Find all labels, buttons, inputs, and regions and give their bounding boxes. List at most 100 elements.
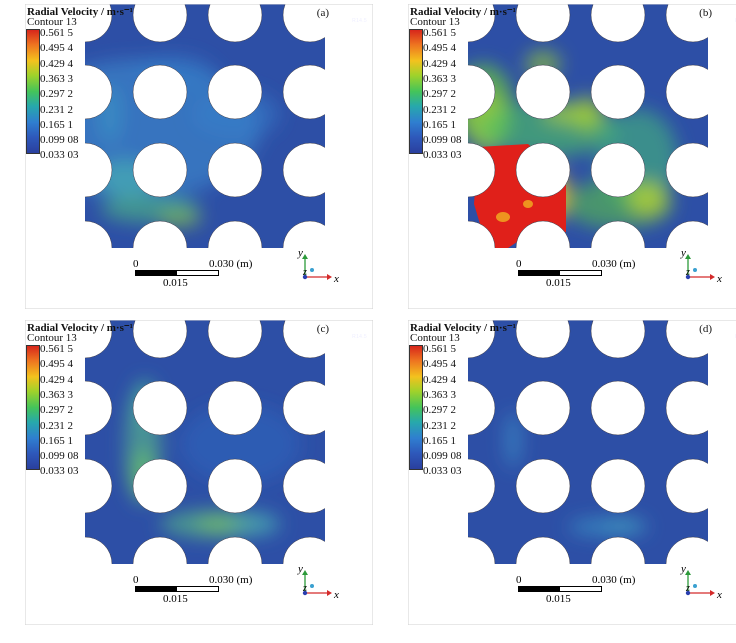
tube-circle <box>590 4 646 43</box>
tube-circle <box>132 4 188 43</box>
variable-label: Radial Velocity / m·s⁻¹ <box>410 322 516 334</box>
tube-circle <box>468 220 496 248</box>
contour-label: Contour 13 <box>410 16 460 28</box>
legend-tick-label: 0.099 08 <box>423 450 462 463</box>
tube-circle <box>132 380 188 436</box>
field-plot <box>25 320 373 625</box>
legend-tick-label: 0.165 1 <box>40 434 73 447</box>
legend-tick-label: 0.033 03 <box>40 465 79 478</box>
panel-label: (d) <box>699 323 712 335</box>
field-region <box>603 519 643 531</box>
tube-circle <box>515 320 571 359</box>
tube-circle <box>665 220 708 248</box>
legend-tick-label: 0.363 3 <box>423 72 456 85</box>
legend-tick-label: 0.297 2 <box>423 88 456 101</box>
legend-tick-label: 0.231 2 <box>40 103 73 116</box>
axis-y-label: y <box>681 247 686 259</box>
axis-z-label: z <box>686 267 690 278</box>
field-region <box>505 412 521 468</box>
scale-mid: 0.015 <box>163 277 188 289</box>
legend-tick-label: 0.297 2 <box>40 88 73 101</box>
color-legend-bar <box>409 29 423 154</box>
tube-circle <box>85 458 113 514</box>
tube-circle <box>515 142 571 198</box>
tube-circle <box>132 64 188 120</box>
tube-circle <box>85 142 113 198</box>
legend-tick-label: 0.495 4 <box>423 42 456 55</box>
tube-circle <box>665 320 708 359</box>
tube-circle <box>85 380 113 436</box>
field-region <box>628 181 668 217</box>
variable-label: Radial Velocity / m·s⁻¹ <box>410 6 516 18</box>
legend-tick-label: 0.297 2 <box>423 404 456 417</box>
legend-tick-label: 0.429 4 <box>423 373 456 386</box>
tube-circle <box>590 320 646 359</box>
legend-tick-label: 0.297 2 <box>40 404 73 417</box>
tube-circle <box>590 142 646 198</box>
contour-label: Contour 13 <box>410 332 460 344</box>
legend-tick-label: 0.231 2 <box>40 419 73 432</box>
tube-circle <box>590 64 646 120</box>
scale-zero: 0 <box>516 574 522 586</box>
axis-y-label: y <box>298 247 303 259</box>
tube-circle <box>468 536 496 564</box>
scale-bar: 0 0.030 (m) 0.015 <box>516 574 718 615</box>
tube-circle <box>515 458 571 514</box>
color-legend-bar <box>26 345 40 470</box>
panel-c: Radial Velocity / m·s⁻¹ Contour 13 (c) ANSY… <box>25 320 373 625</box>
tube-circle <box>282 220 325 248</box>
axis-x-label: x <box>334 273 339 285</box>
tube-circle <box>207 380 263 436</box>
legend-tick-label: 0.495 4 <box>40 42 73 55</box>
field-region <box>523 200 533 208</box>
tube-circle <box>590 458 646 514</box>
contour-label: Contour 13 <box>27 16 77 28</box>
tube-circle <box>515 4 571 43</box>
tube-circle <box>468 4 496 43</box>
tube-circle <box>207 4 263 43</box>
tube-circle <box>665 142 708 198</box>
velocity-field <box>505 412 648 536</box>
scale-max: 0.030 (m) <box>209 574 253 586</box>
tube-circle <box>85 536 113 564</box>
field-region <box>496 212 510 222</box>
panel-label: (c) <box>316 323 329 335</box>
legend-tick-label: 0.165 1 <box>423 434 456 447</box>
legend-tick-label: 0.495 4 <box>40 358 73 371</box>
tube-circle <box>207 458 263 514</box>
tube-circle <box>665 64 708 120</box>
tube-circle <box>207 220 263 248</box>
field-region <box>230 512 280 536</box>
panel-a: Radial Velocity / m·s⁻¹ Contour 13 (a) ANSY… <box>25 4 373 309</box>
field-region <box>180 404 300 484</box>
tube-circle <box>590 220 646 248</box>
field-plot <box>25 4 373 309</box>
ansys-version: R14.5 <box>352 18 367 24</box>
tube-circle <box>132 142 188 198</box>
tube-circle <box>590 380 646 436</box>
tube-circle <box>468 142 496 198</box>
scale-bar: 0 0.030 (m) 0.015 <box>133 574 335 615</box>
axis-z-label: z <box>303 267 307 278</box>
variable-label: Radial Velocity / m·s⁻¹ <box>27 322 133 334</box>
scale-mid: 0.015 <box>546 277 571 289</box>
legend-tick-label: 0.231 2 <box>423 103 456 116</box>
scale-ruler <box>518 586 602 592</box>
axis-x-label: x <box>717 589 722 601</box>
contour-label: Contour 13 <box>27 332 77 344</box>
field-plot <box>408 4 736 309</box>
scale-bar: 0 0.030 (m) 0.015 <box>133 258 335 299</box>
tube-circle <box>132 320 188 359</box>
legend-tick-label: 0.033 03 <box>423 465 462 478</box>
scale-zero: 0 <box>516 258 522 270</box>
tube-circle <box>515 64 571 120</box>
scale-bar: 0 0.030 (m) 0.015 <box>516 258 718 299</box>
tube-circle <box>515 536 571 564</box>
ansys-version: R14.5 <box>714 16 736 26</box>
